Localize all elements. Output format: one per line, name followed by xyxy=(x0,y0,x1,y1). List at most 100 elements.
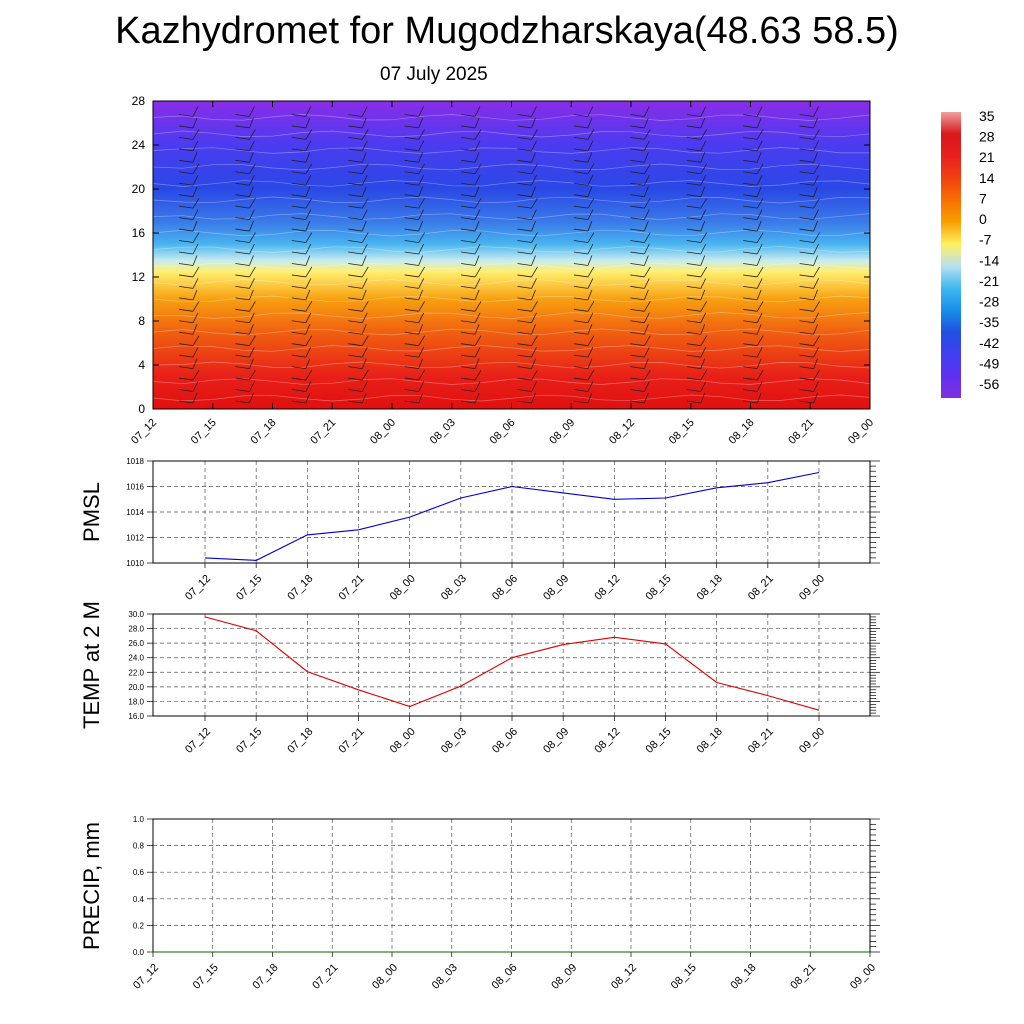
wind-barb xyxy=(587,346,594,358)
heatmap-x-tick-label: 09_00 xyxy=(846,417,876,447)
wind-barb xyxy=(686,274,701,278)
wind-barb xyxy=(799,343,814,347)
wind-barb xyxy=(249,140,255,152)
heatmap-y-tick-label: 4 xyxy=(138,358,145,372)
wind-barb xyxy=(531,152,536,163)
wind-barb xyxy=(756,392,762,404)
wind-barb xyxy=(587,129,595,140)
wind-barb xyxy=(531,335,538,346)
wind-barb xyxy=(418,220,424,232)
wind-barb xyxy=(630,148,645,152)
wind-barb xyxy=(531,381,537,392)
wind-barb xyxy=(756,163,764,174)
wind-barb xyxy=(404,159,419,163)
x-tick-label: 08_15 xyxy=(644,726,674,756)
wind-barb xyxy=(418,163,426,174)
contour-line xyxy=(152,312,871,319)
wind-barb xyxy=(305,335,313,346)
wind-barb xyxy=(517,308,532,312)
wind-barb xyxy=(517,194,532,198)
heatmap-x-tick-label: 08_03 xyxy=(428,417,458,447)
wind-barb xyxy=(531,220,536,232)
wind-barb xyxy=(461,240,476,243)
wind-barb xyxy=(418,197,426,209)
wind-barb xyxy=(531,358,536,369)
wind-barb xyxy=(348,228,363,232)
colorbar-label: -14 xyxy=(979,252,999,268)
x-tick-label: 08_18 xyxy=(729,962,759,992)
heatmap-y-tick-label: 24 xyxy=(132,138,146,152)
wind-barb xyxy=(305,175,312,186)
wind-barb xyxy=(630,228,645,232)
wind-barb xyxy=(643,175,650,186)
wind-barb xyxy=(743,148,758,152)
wind-barb xyxy=(192,106,199,117)
wind-barb xyxy=(587,152,593,163)
wind-barb xyxy=(474,243,481,255)
wind-barb xyxy=(799,377,814,381)
wind-barb xyxy=(813,255,818,266)
wind-barb xyxy=(643,312,650,323)
wind-barb xyxy=(361,312,368,323)
y-tick-label: 1016 xyxy=(126,483,144,492)
wind-barb xyxy=(291,297,306,301)
wind-barb xyxy=(799,366,814,370)
wind-barb xyxy=(178,308,194,312)
wind-barb xyxy=(249,381,255,392)
wind-barb xyxy=(587,243,594,255)
temp-panel: 16.0 18.0 20.0 22.0 24.0 26.0 28.0 30.0 07_12 07_… xyxy=(79,601,880,756)
x-tick-label: 08_18 xyxy=(695,726,725,756)
y-tick-label: 26.0 xyxy=(128,639,144,648)
y-tick-label: 1012 xyxy=(126,534,144,543)
x-tick-label: 08_06 xyxy=(490,962,520,992)
contour-line xyxy=(152,213,871,220)
wind-barb xyxy=(686,114,701,117)
y-tick-label: 1010 xyxy=(126,559,144,568)
wind-barb xyxy=(461,136,476,140)
wind-barb xyxy=(305,369,313,381)
wind-barb xyxy=(461,182,476,186)
wind-barb xyxy=(799,331,814,335)
wind-barb xyxy=(587,140,594,152)
x-tick-label: 08_03 xyxy=(430,962,460,992)
wind-barb xyxy=(743,251,758,255)
wind-barb xyxy=(573,377,588,381)
wind-barb xyxy=(178,297,194,301)
wind-barb xyxy=(756,232,764,243)
wind-barb xyxy=(813,140,819,152)
wind-barb xyxy=(291,148,306,152)
wind-barb xyxy=(531,232,538,243)
wind-barb xyxy=(249,392,254,404)
wind-barb xyxy=(813,106,819,117)
y-tick-label: 28.0 xyxy=(128,625,144,634)
wind-barb xyxy=(249,289,254,300)
wind-barb xyxy=(799,251,814,255)
wind-barb xyxy=(573,251,588,255)
wind-barb xyxy=(348,240,363,243)
wind-barb xyxy=(178,366,194,370)
wind-barb xyxy=(756,312,763,323)
wind-barb xyxy=(474,163,482,174)
wind-barb xyxy=(799,182,814,186)
wind-barb xyxy=(348,263,363,266)
wind-barb xyxy=(305,289,311,300)
wind-barb xyxy=(361,163,369,174)
wind-barb xyxy=(305,117,311,129)
wind-barb xyxy=(178,343,194,347)
wind-barb xyxy=(630,308,645,312)
wind-barb xyxy=(461,320,476,324)
wind-barb xyxy=(235,240,250,243)
wind-barb xyxy=(474,335,482,346)
wind-barb xyxy=(461,331,476,335)
wind-barb xyxy=(630,125,645,129)
wind-barb xyxy=(291,285,306,289)
wind-barb xyxy=(249,335,256,346)
heatmap-field xyxy=(153,101,870,409)
wind-barb xyxy=(192,129,200,140)
wind-barb xyxy=(743,320,758,324)
heatmap-x-tick-label: 07_12 xyxy=(129,417,159,447)
wind-barb xyxy=(743,194,758,198)
wind-barb xyxy=(686,205,701,209)
wind-barb xyxy=(643,197,651,209)
